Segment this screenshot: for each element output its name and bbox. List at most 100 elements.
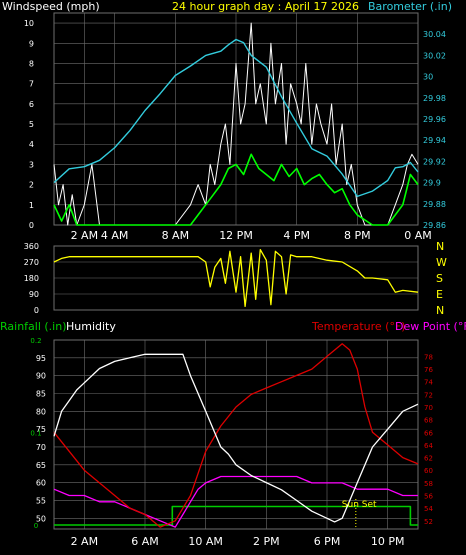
barometer-ticks: 29.86 29.88 29.9 29.92 29.94 29.96 29.98 30 30.0… bbox=[423, 30, 446, 230]
temperature-tick-label: 68 bbox=[424, 417, 433, 425]
barometer-tick-label: 29.9 bbox=[423, 179, 441, 188]
barometer-tick-label: 29.92 bbox=[423, 157, 446, 166]
windspeed-axis-title: Windspeed (mph) bbox=[2, 0, 100, 13]
wind-average-line bbox=[53, 153, 419, 226]
rainfall-line bbox=[54, 505, 418, 526]
temperature-tick-label: 56 bbox=[424, 492, 433, 500]
temperature-tick-label: 70 bbox=[424, 404, 433, 412]
direction-panel-series bbox=[53, 248, 419, 308]
humidity-tick-label: 60 bbox=[36, 479, 46, 488]
windspeed-tick-label: 5 bbox=[29, 120, 34, 129]
direction-panel-grid bbox=[54, 245, 418, 311]
direction-degree-label: 90 bbox=[29, 290, 39, 299]
time-tick-label: 2 AM bbox=[71, 535, 99, 548]
temperature-tick-label: 76 bbox=[424, 366, 433, 374]
rain-tick-label: 0.1 bbox=[30, 430, 41, 438]
time-tick-label: 2 PM bbox=[253, 535, 280, 548]
time-tick-label: 8 PM bbox=[344, 229, 371, 242]
direction-degree-label: 270 bbox=[24, 258, 39, 267]
windspeed-tick-label: 10 bbox=[24, 19, 34, 28]
windspeed-tick-label: 6 bbox=[29, 100, 34, 109]
temperature-tick-label: 72 bbox=[424, 391, 433, 399]
time-tick-label: 4 PM bbox=[283, 229, 310, 242]
windspeed-tick-label: 4 bbox=[29, 140, 34, 149]
climate-time-ticks: 2 AM 6 AM 10 AM 2 PM 6 PM 10 PM bbox=[71, 535, 405, 548]
humidity-tick-label: 70 bbox=[36, 443, 46, 452]
humidity-tick-label: 85 bbox=[36, 389, 46, 398]
temperature-tick-label: 54 bbox=[424, 505, 433, 513]
windspeed-tick-label: 9 bbox=[29, 39, 34, 48]
dewpoint-axis-title: Dew Point (°F) bbox=[395, 320, 466, 333]
temperature-tick-label: 64 bbox=[424, 442, 433, 450]
barometer-tick-label: 29.88 bbox=[423, 200, 446, 209]
compass-point-label: W bbox=[436, 256, 447, 269]
wind-time-ticks: 2 AM 4 AM 8 AM 12 PM 4 PM 8 PM 0 AM bbox=[71, 229, 432, 242]
graph-title: 24 hour graph day : April 17 2026 bbox=[172, 0, 359, 13]
temperature-tick-label: 66 bbox=[424, 429, 433, 437]
time-tick-label: 10 AM bbox=[188, 535, 223, 548]
compass-point-label: S bbox=[436, 272, 443, 285]
windspeed-tick-label: 1 bbox=[29, 201, 34, 210]
direction-degree-label: 180 bbox=[24, 274, 39, 283]
temperature-line bbox=[53, 343, 419, 528]
direction-degree-ticks: 0 90 180 270 360 bbox=[24, 242, 39, 315]
time-tick-label: 6 AM bbox=[131, 535, 159, 548]
dewpoint-line bbox=[53, 475, 418, 528]
windspeed-tick-label: 2 bbox=[29, 181, 34, 190]
rain-tick-label: 0 bbox=[34, 522, 38, 530]
windspeed-ticks: 0 1 2 3 4 5 6 7 8 9 10 bbox=[24, 19, 34, 230]
wind-direction-line bbox=[53, 248, 419, 308]
direction-degree-label: 360 bbox=[24, 242, 39, 251]
humidity-ticks: 50 55 60 65 70 75 80 85 90 95 bbox=[36, 354, 46, 523]
compass-point-label: N bbox=[436, 240, 444, 253]
time-tick-label: 10 PM bbox=[371, 535, 405, 548]
barometer-tick-label: 30.02 bbox=[423, 51, 446, 60]
time-tick-label: 0 AM bbox=[404, 229, 432, 242]
barometer-line bbox=[53, 38, 419, 198]
windspeed-tick-label: 7 bbox=[29, 80, 34, 89]
time-tick-label: 12 PM bbox=[219, 229, 253, 242]
time-tick-label: 4 AM bbox=[101, 229, 129, 242]
sunset-label: Sun Set bbox=[342, 500, 377, 510]
compass-point-label: N bbox=[436, 304, 444, 317]
windspeed-tick-label: 0 bbox=[29, 221, 34, 230]
rain-axis-title: Rainfall (.in) bbox=[0, 320, 67, 333]
temperature-tick-label: 78 bbox=[424, 353, 433, 361]
humidity-tick-label: 55 bbox=[36, 496, 46, 505]
humidity-tick-label: 75 bbox=[36, 425, 46, 434]
temperature-tick-label: 52 bbox=[424, 518, 433, 526]
barometer-tick-label: 29.94 bbox=[423, 136, 446, 145]
wind-panel-series bbox=[53, 22, 419, 226]
time-tick-label: 6 PM bbox=[314, 535, 341, 548]
temperature-tick-label: 62 bbox=[424, 455, 433, 463]
time-tick-label: 2 AM bbox=[71, 229, 99, 242]
barometer-tick-label: 29.96 bbox=[423, 115, 446, 124]
climate-panel-series bbox=[53, 343, 419, 529]
rain-ticks: 0 0.1 0.2 bbox=[30, 337, 41, 530]
humidity-tick-label: 80 bbox=[36, 407, 46, 416]
time-tick-label: 8 AM bbox=[162, 229, 190, 242]
barometer-tick-label: 30 bbox=[423, 73, 433, 82]
temperature-tick-label: 74 bbox=[424, 379, 433, 387]
barometer-tick-label: 30.04 bbox=[423, 30, 446, 39]
barometer-axis-title: Barometer (.in) bbox=[368, 0, 452, 13]
direction-degree-label: 0 bbox=[34, 306, 39, 315]
compass-point-label: E bbox=[436, 288, 443, 301]
windspeed-tick-label: 8 bbox=[29, 59, 34, 68]
temperature-axis-title: Temperature (°F) bbox=[311, 320, 406, 333]
humidity-tick-label: 90 bbox=[36, 372, 46, 381]
humidity-tick-label: 50 bbox=[36, 514, 46, 523]
windspeed-tick-label: 3 bbox=[29, 160, 34, 169]
temperature-tick-label: 60 bbox=[424, 467, 433, 475]
barometer-tick-label: 29.98 bbox=[423, 94, 446, 103]
humidity-tick-label: 95 bbox=[36, 354, 46, 363]
humidity-tick-label: 65 bbox=[36, 461, 46, 470]
humidity-line bbox=[53, 353, 419, 523]
humidity-axis-title: Humidity bbox=[66, 320, 116, 333]
barometer-tick-label: 29.86 bbox=[423, 221, 446, 230]
temperature-tick-label: 58 bbox=[424, 480, 433, 488]
rain-tick-label: 0.2 bbox=[30, 337, 41, 345]
